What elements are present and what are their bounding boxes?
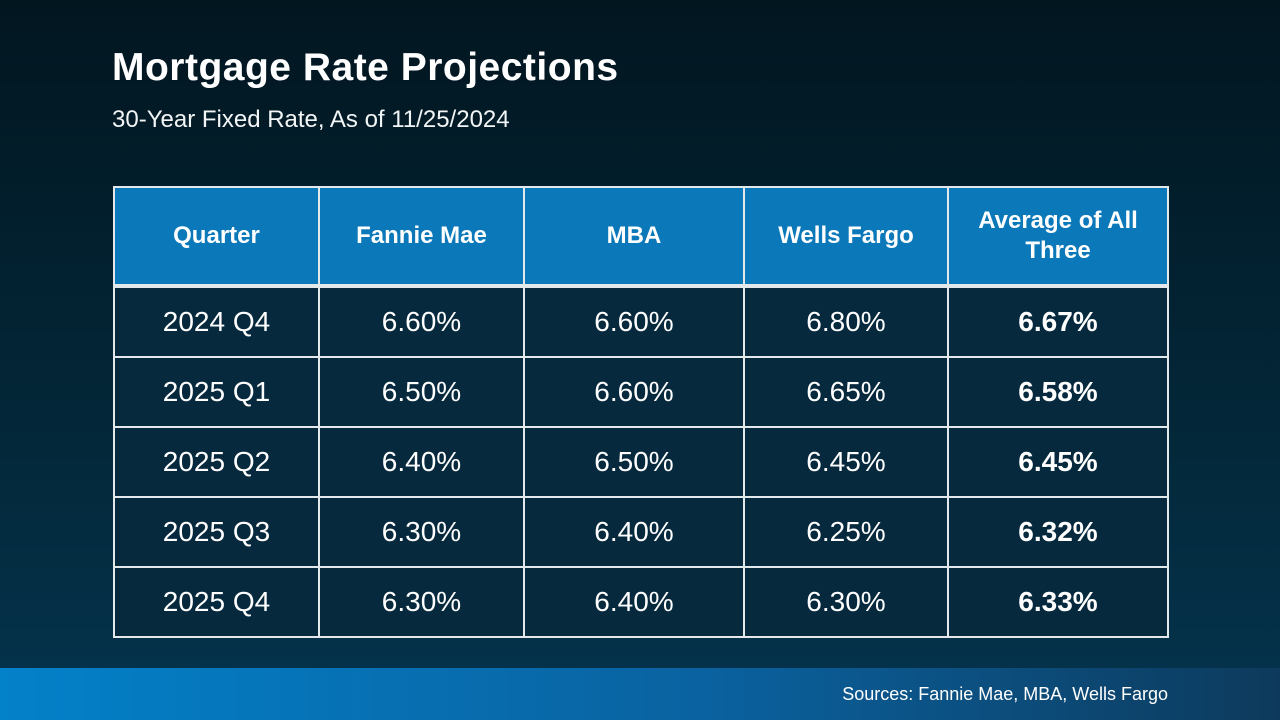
table-cell-mba: 6.40%	[523, 496, 745, 568]
table-cell-mba: 6.60%	[523, 356, 745, 428]
table-cell-quarter: 2024 Q4	[113, 285, 320, 358]
table-cell-average: 6.45%	[947, 426, 1169, 498]
table-cell-average: 6.33%	[947, 566, 1169, 638]
column-header-average: Average of All Three	[947, 186, 1169, 288]
table-cell-quarter: 2025 Q2	[113, 426, 320, 498]
table-row: 2025 Q3 6.30% 6.40% 6.25% 6.32%	[113, 496, 1169, 568]
table-row: 2024 Q4 6.60% 6.60% 6.80% 6.67%	[113, 285, 1169, 358]
page-title: Mortgage Rate Projections	[112, 46, 619, 89]
column-header-mba: MBA	[523, 186, 745, 288]
table-cell-fannie-mae: 6.40%	[318, 426, 525, 498]
table-cell-quarter: 2025 Q4	[113, 566, 320, 638]
page-subtitle: 30-Year Fixed Rate, As of 11/25/2024	[112, 106, 510, 133]
table-cell-quarter: 2025 Q1	[113, 356, 320, 428]
table-cell-average: 6.58%	[947, 356, 1169, 428]
table-cell-wells-fargo: 6.25%	[743, 496, 949, 568]
column-header-quarter: Quarter	[113, 186, 320, 288]
table-row: 2025 Q2 6.40% 6.50% 6.45% 6.45%	[113, 426, 1169, 498]
table-cell-average: 6.32%	[947, 496, 1169, 568]
mortgage-rate-projections-table: Quarter Fannie Mae MBA Wells Fargo Avera…	[113, 186, 1169, 638]
table-cell-wells-fargo: 6.30%	[743, 566, 949, 638]
table-cell-mba: 6.50%	[523, 426, 745, 498]
column-header-fannie-mae: Fannie Mae	[318, 186, 525, 288]
table-cell-fannie-mae: 6.60%	[318, 285, 525, 358]
column-header-wells-fargo: Wells Fargo	[743, 186, 949, 288]
table-cell-fannie-mae: 6.30%	[318, 566, 525, 638]
table-row: 2025 Q4 6.30% 6.40% 6.30% 6.33%	[113, 566, 1169, 638]
source-note: Sources: Fannie Mae, MBA, Wells Fargo	[842, 684, 1168, 704]
table-cell-wells-fargo: 6.45%	[743, 426, 949, 498]
table-cell-mba: 6.60%	[523, 285, 745, 358]
table-cell-wells-fargo: 6.65%	[743, 356, 949, 428]
table-header-row: Quarter Fannie Mae MBA Wells Fargo Avera…	[113, 186, 1169, 288]
table-cell-fannie-mae: 6.30%	[318, 496, 525, 568]
table-row: 2025 Q1 6.50% 6.60% 6.65% 6.58%	[113, 356, 1169, 428]
footer-bar: Sources: Fannie Mae, MBA, Wells Fargo	[0, 668, 1280, 720]
table-cell-average: 6.67%	[947, 285, 1169, 358]
table-cell-wells-fargo: 6.80%	[743, 285, 949, 358]
table-cell-quarter: 2025 Q3	[113, 496, 320, 568]
table-cell-fannie-mae: 6.50%	[318, 356, 525, 428]
table-cell-mba: 6.40%	[523, 566, 745, 638]
